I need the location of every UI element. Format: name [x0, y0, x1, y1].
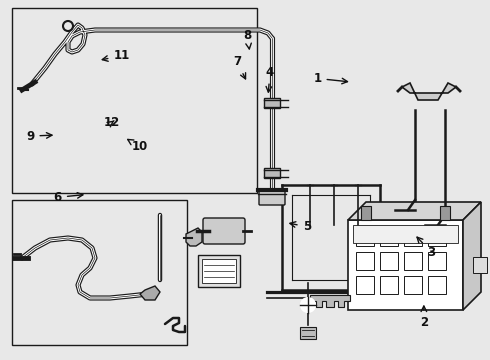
- Polygon shape: [402, 83, 456, 100]
- Text: 2: 2: [420, 306, 428, 329]
- Bar: [473, 257, 487, 273]
- Bar: [348, 220, 463, 310]
- Text: 8: 8: [244, 29, 251, 49]
- Bar: [12, 200, 187, 345]
- Bar: [404, 276, 422, 294]
- Bar: [202, 259, 236, 283]
- Bar: [428, 276, 446, 294]
- Text: 11: 11: [102, 49, 130, 62]
- Text: 12: 12: [103, 116, 120, 129]
- Bar: [428, 228, 446, 246]
- Text: 5: 5: [290, 220, 311, 233]
- Bar: [404, 252, 422, 270]
- Bar: [380, 276, 398, 294]
- Bar: [440, 206, 450, 220]
- Circle shape: [301, 298, 315, 312]
- Text: 9: 9: [26, 130, 52, 143]
- Bar: [353, 225, 458, 243]
- Bar: [356, 228, 374, 246]
- Bar: [361, 206, 371, 220]
- Bar: [264, 98, 280, 108]
- Polygon shape: [186, 228, 202, 246]
- Bar: [380, 228, 398, 246]
- FancyBboxPatch shape: [203, 218, 245, 244]
- Bar: [356, 252, 374, 270]
- Bar: [198, 255, 240, 287]
- Polygon shape: [348, 202, 481, 220]
- Bar: [380, 252, 398, 270]
- Bar: [356, 276, 374, 294]
- Bar: [12, 8, 257, 193]
- Bar: [428, 252, 446, 270]
- Polygon shape: [463, 202, 481, 310]
- Bar: [404, 228, 422, 246]
- Polygon shape: [140, 286, 160, 300]
- Text: 6: 6: [54, 191, 83, 204]
- Text: 10: 10: [128, 139, 148, 153]
- Polygon shape: [310, 295, 350, 307]
- Text: 7: 7: [233, 55, 245, 79]
- Text: 1: 1: [314, 72, 347, 85]
- Bar: [300, 327, 316, 339]
- Text: 4: 4: [266, 66, 274, 92]
- Bar: [264, 168, 280, 178]
- Text: 3: 3: [417, 237, 435, 258]
- FancyBboxPatch shape: [259, 189, 285, 205]
